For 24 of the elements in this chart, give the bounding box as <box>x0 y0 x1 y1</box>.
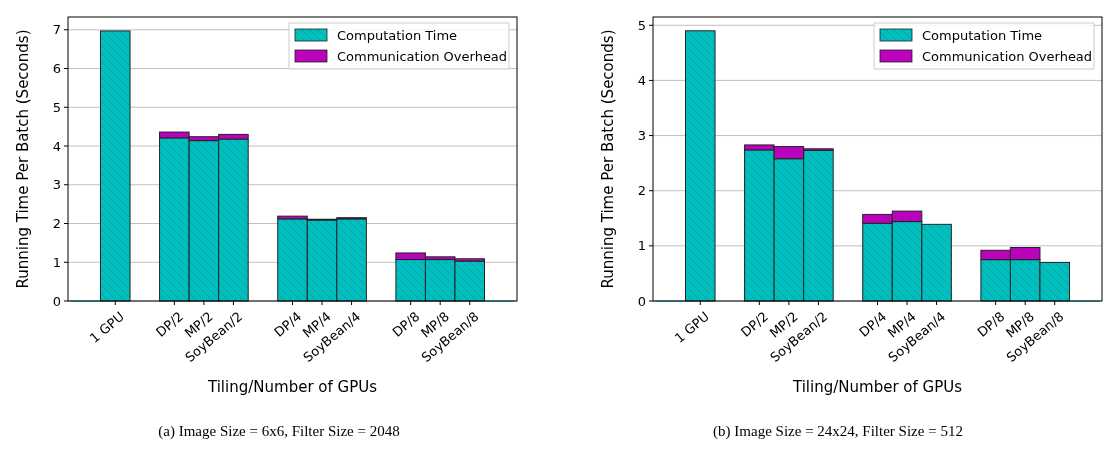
y-tick-label: 2 <box>52 216 61 232</box>
y-tick-label: 3 <box>52 177 61 193</box>
y-tick-label: 4 <box>637 72 646 88</box>
legend-label: Computation Time <box>922 27 1043 43</box>
y-tick-label: 3 <box>637 128 646 144</box>
y-tick-label: 2 <box>637 183 646 199</box>
legend-label: Communication Overhead <box>337 48 508 64</box>
x-axis-title: Tiling/Number of GPUs <box>792 378 963 396</box>
y-tick-label: 5 <box>637 17 646 33</box>
y-tick-label: 0 <box>52 293 61 309</box>
x-axis-title: Tiling/Number of GPUs <box>207 378 378 396</box>
y-tick-label: 5 <box>52 99 61 115</box>
y-tick-label: 7 <box>52 22 61 38</box>
legend-label: Communication Overhead <box>922 48 1093 64</box>
y-tick-label: 0 <box>637 293 646 309</box>
y-tick-label: 1 <box>52 254 61 270</box>
y-axis-title: Running Time Per Batch (Seconds) <box>599 29 617 289</box>
text: (a) Image Size = 6x6, Filter Size = 2048 <box>158 423 400 440</box>
y-tick-label: 6 <box>52 61 61 77</box>
y-tick-label: 1 <box>637 238 646 254</box>
y-axis-title: Running Time Per Batch (Seconds) <box>14 29 32 289</box>
legend-label: Computation Time <box>337 27 458 43</box>
text: (b) Image Size = 24x24, Filter Size = 512 <box>713 423 963 440</box>
y-tick-label: 4 <box>52 138 61 154</box>
